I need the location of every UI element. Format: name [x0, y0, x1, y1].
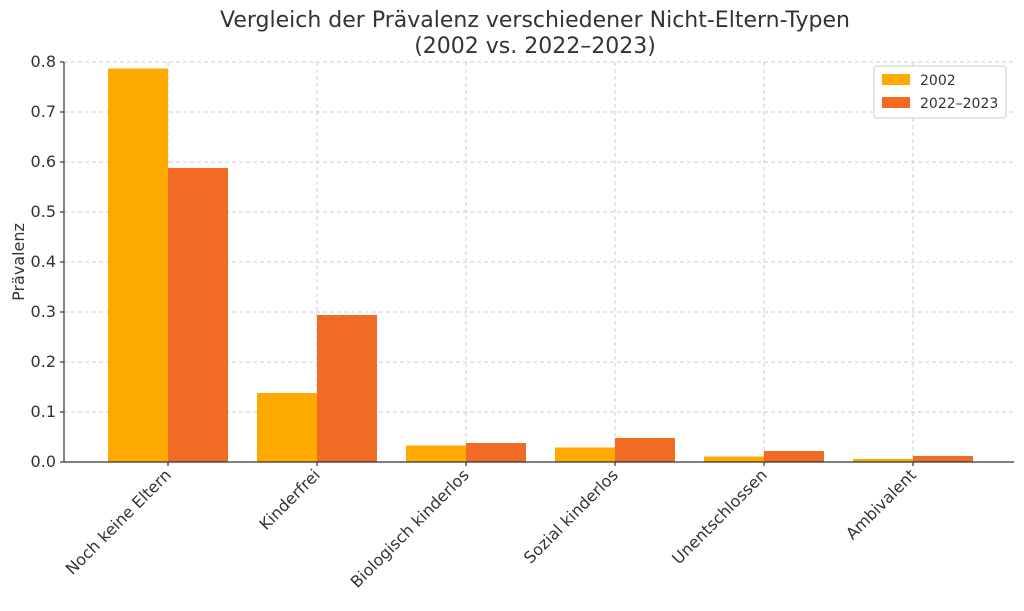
bar-2002-5: [853, 459, 913, 462]
x-tick-label: Sozial kinderlos: [520, 465, 622, 567]
x-tick-label: Biologisch kinderlos: [347, 465, 473, 591]
legend: 2002 2022–2023: [873, 65, 1007, 119]
axes: [60, 61, 1014, 466]
bar-2022–2023-1: [317, 315, 377, 462]
bar-2022–2023-3: [615, 438, 675, 462]
bar-2022–2023-0: [168, 168, 228, 462]
chart-title-line-2: (2002 vs. 2022–2023): [414, 34, 656, 59]
bar-2002-2: [406, 445, 466, 462]
y-tick-label: 0.1: [31, 402, 56, 421]
bar-2002-1: [257, 393, 317, 462]
legend-swatch-2022-2023: [882, 97, 910, 108]
bar-2022–2023-4: [764, 451, 824, 462]
x-tick-label: Kinderfrei: [255, 465, 323, 533]
legend-swatch-2002: [882, 74, 910, 85]
y-tick-label: 0.0: [31, 452, 56, 471]
bar-2022–2023-5: [913, 456, 973, 462]
x-tick-label: Noch keine Eltern: [62, 465, 175, 578]
y-tick-label: 0.2: [31, 352, 56, 371]
y-tick-label: 0.7: [31, 102, 56, 121]
y-tick-label: 0.5: [31, 202, 56, 221]
y-tick-label: 0.6: [31, 152, 56, 171]
bar-2022–2023-2: [466, 443, 526, 462]
x-tick-label: Ambivalent: [842, 465, 920, 543]
y-tick-label: 0.8: [31, 52, 56, 71]
bar-2002-3: [555, 447, 615, 462]
legend-label-2002: 2002: [920, 73, 956, 89]
y-tick-labels: 0.0 0.1 0.2 0.3 0.4 0.5 0.6 0.7 0.8: [31, 52, 56, 471]
grid: [64, 61, 1014, 462]
y-tick-label: 0.4: [31, 252, 56, 271]
x-tick-labels: Noch keine Eltern Kinderfrei Biologisch ki…: [62, 465, 920, 591]
legend-label-2022-2023: 2022–2023: [920, 96, 998, 112]
bar-2002-0: [108, 68, 168, 462]
bars: [108, 68, 973, 462]
x-tick-label: Unentschlossen: [668, 465, 771, 568]
chart-title-line-1: Vergleich der Prävalenz verschiedener Ni…: [220, 8, 850, 33]
y-axis-label: Prävalenz: [9, 223, 28, 301]
bar-2002-4: [704, 456, 764, 462]
y-tick-label: 0.3: [31, 302, 56, 321]
